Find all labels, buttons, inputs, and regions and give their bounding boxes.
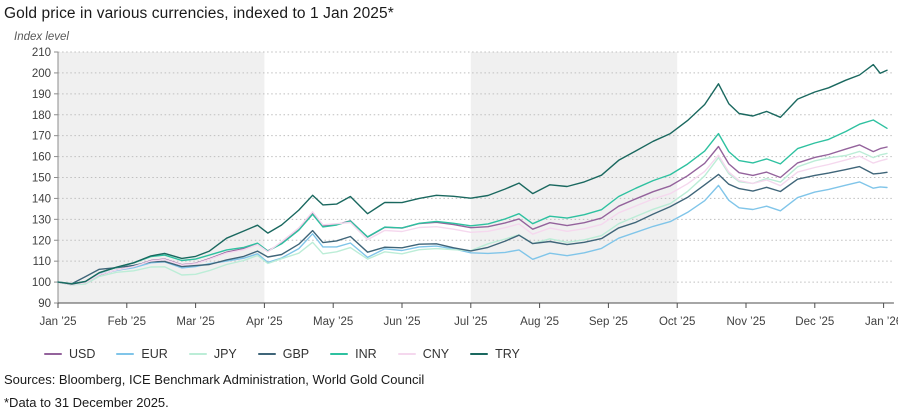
legend-swatch-eur: [116, 352, 135, 356]
x-tick-label-7: Aug ’25: [520, 316, 559, 328]
legend-label-inr: INR: [355, 347, 377, 361]
legend-swatch-cny: [397, 352, 416, 356]
x-tick-label-12: Jan ’26: [865, 316, 898, 328]
y-tick-label-160: 160: [32, 152, 51, 164]
y-tick-label-150: 150: [32, 173, 51, 185]
x-tick-label-1: Feb ’25: [108, 316, 146, 328]
x-tick-label-4: May ’25: [313, 316, 353, 328]
x-tick-label-2: Mar ’25: [176, 316, 214, 328]
x-tick-label-5: Jun ’25: [383, 316, 420, 328]
y-tick-label-90: 90: [38, 298, 51, 310]
y-tick-label-180: 180: [32, 110, 51, 122]
legend-label-cny: CNY: [422, 347, 450, 361]
legend-swatch-try: [470, 352, 489, 356]
y-tick-label-130: 130: [32, 214, 51, 226]
x-tick-label-10: Nov ’25: [727, 316, 766, 328]
x-tick-label-0: Jan ’25: [39, 316, 76, 328]
series-line-try: [57, 63, 888, 285]
y-tick-label-170: 170: [32, 131, 51, 143]
sources-text: Sources: Bloomberg, ICE Benchmark Admini…: [4, 372, 425, 387]
legend-item-cny: CNY: [397, 347, 450, 361]
legend-swatch-usd: [44, 352, 62, 356]
y-tick-label-100: 100: [32, 277, 51, 289]
legend-label-try: TRY: [495, 347, 520, 361]
series-line-cny: [57, 154, 888, 286]
chart-legend: USD EUR JPY GBP INR CNY TRY: [44, 347, 541, 361]
legend-label-eur: EUR: [141, 347, 168, 361]
legend-swatch-jpy: [188, 352, 207, 356]
legend-item-gbp: GBP: [257, 347, 310, 361]
y-tick-label-120: 120: [32, 235, 51, 247]
legend-item-try: TRY: [470, 347, 520, 361]
series-line-inr: [57, 119, 888, 285]
x-tick-label-3: Apr ’25: [246, 316, 282, 328]
legend-item-inr: INR: [330, 347, 377, 361]
y-tick-label-110: 110: [33, 256, 51, 268]
gold-price-chart: 90 100 110 120 130 140 150 160 170 180 190 200 210 Ja…: [32, 47, 898, 328]
y-tick-label-140: 140: [32, 193, 51, 205]
legend-label-gbp: GBP: [282, 347, 310, 361]
x-tick-label-6: Jul ’25: [454, 316, 487, 328]
legend-item-jpy: JPY: [188, 347, 237, 361]
chart-title: Gold price in various currencies, indexe…: [4, 5, 394, 22]
y-tick-label-200: 200: [32, 68, 51, 80]
series-line-gbp: [57, 165, 888, 285]
x-tick-label-11: Dec ’25: [795, 316, 834, 328]
legend-item-eur: EUR: [116, 347, 168, 361]
legend-swatch-inr: [330, 352, 349, 356]
footnote-text: *Data to 31 December 2025.: [4, 395, 169, 410]
x-tick-label-9: Oct ’25: [659, 316, 695, 328]
legend-label-jpy: JPY: [213, 347, 237, 361]
y-axis-label: Index level: [14, 31, 69, 43]
y-tick-label-190: 190: [32, 89, 51, 101]
legend-item-usd: USD: [44, 347, 95, 361]
y-tick-label-210: 210: [32, 47, 51, 59]
legend-label-usd: USD: [69, 347, 96, 361]
series-line-jpy: [57, 150, 888, 286]
legend-swatch-gbp: [257, 352, 276, 356]
x-tick-label-8: Sep ’25: [589, 316, 628, 328]
